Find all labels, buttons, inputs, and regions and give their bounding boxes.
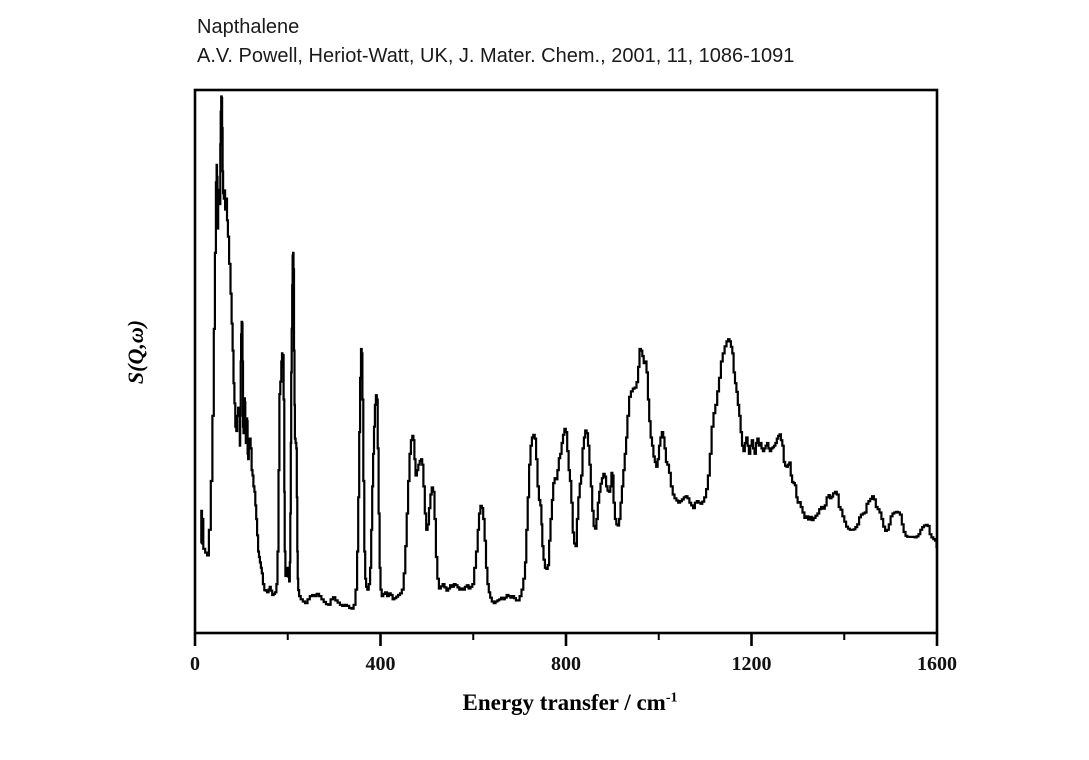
x-tick-label-1600: 1600	[917, 653, 957, 675]
x-axis-label-superscript: -1	[665, 690, 678, 706]
x-tick-label-400: 400	[366, 653, 396, 675]
x-axis-ticks	[193, 633, 939, 646]
x-tick-label-800: 800	[551, 653, 581, 675]
title-block: Napthalene A.V. Powell, Heriot-Watt, UK,…	[197, 13, 794, 71]
x-axis-label: Energy transfer / cm-1	[463, 690, 678, 716]
x-tick-label-1200: 1200	[732, 653, 772, 675]
x-axis-tick-labels: 0 400 800 1200 1600	[190, 653, 957, 675]
plot-frame	[193, 88, 939, 635]
figure-title: Napthalene	[197, 16, 300, 38]
x-tick-label-0: 0	[190, 653, 200, 675]
figure-subtitle: A.V. Powell, Heriot-Watt, UK, J. Mater. …	[197, 45, 795, 67]
spectrum-curve	[200, 95, 938, 610]
x-axis-label-text: Energy transfer / cm	[462, 690, 666, 715]
